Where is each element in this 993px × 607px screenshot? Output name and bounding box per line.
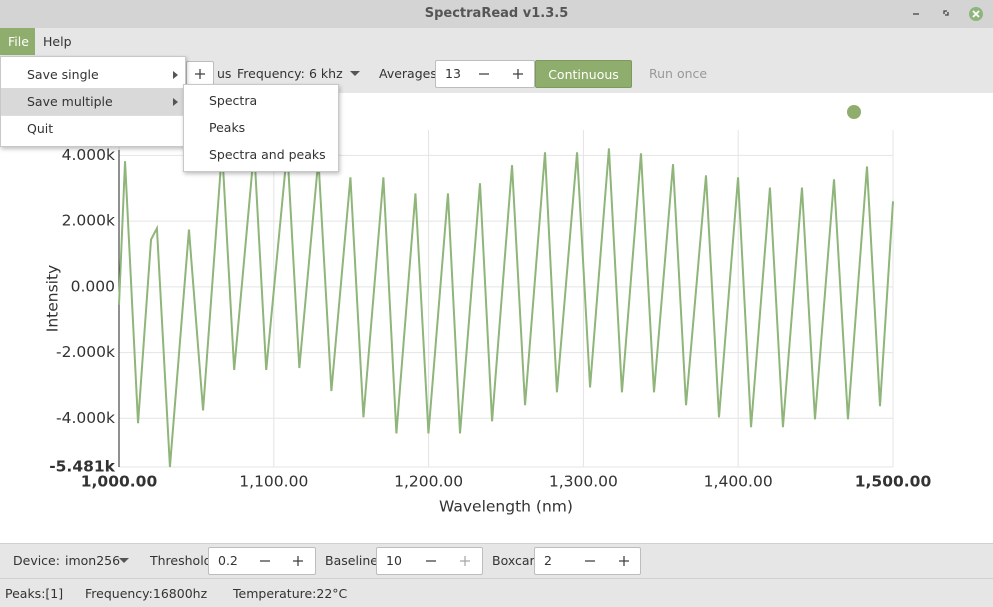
menu-help[interactable]: Help xyxy=(43,34,72,49)
window-title: SpectraRead v1.3.5 xyxy=(424,6,569,21)
spectrum-line xyxy=(118,148,894,468)
frequency-dropdown[interactable]: 6 khz xyxy=(309,66,343,81)
y-axis-title: Intensity xyxy=(44,265,62,332)
dropdown-arrow[interactable] xyxy=(349,68,361,80)
maximize-button[interactable] xyxy=(940,7,952,19)
minimize-button[interactable] xyxy=(910,7,922,19)
x-tick-label: 1,300.00 xyxy=(549,473,618,491)
baseline-spinbox[interactable]: 10 xyxy=(376,547,483,575)
increment-button[interactable] xyxy=(512,68,524,80)
y-tick-label: 0.000 xyxy=(71,277,115,295)
x-tick-label: 1,500.00 xyxy=(855,473,932,491)
submenu-arrow xyxy=(173,71,178,79)
save-multiple-submenu: Spectra Peaks Spectra and peaks xyxy=(183,84,339,172)
frequency-label: Frequency: xyxy=(237,66,305,81)
threshold-value[interactable]: 0.2 xyxy=(218,553,238,568)
y-tick-label: -4.000k xyxy=(56,409,115,427)
y-tick-label: -5.481k xyxy=(49,458,115,476)
averages-value[interactable]: 13 xyxy=(445,66,461,81)
close-button[interactable] xyxy=(967,5,985,23)
temperature-status: Temperature:22°C xyxy=(233,586,348,601)
x-tick-label: 1,000.00 xyxy=(81,473,158,491)
x-tick-label: 1,200.00 xyxy=(394,473,463,491)
exposure-unit: us xyxy=(217,66,232,81)
baseline-value[interactable]: 10 xyxy=(386,553,402,568)
menu-separator xyxy=(1,115,185,116)
menu-item[interactable]: Save single xyxy=(27,67,99,82)
menu-item[interactable]: Spectra and peaks xyxy=(209,147,326,162)
control-bar: Device: imon256 Threshold: 0.2 Baseline:… xyxy=(0,543,993,578)
x-tick-label: 1,100.00 xyxy=(239,473,308,491)
y-tick-label: -2.000k xyxy=(56,343,115,361)
file-menu: Save single Save multiple Quit xyxy=(0,56,186,147)
threshold-spinbox[interactable]: 0.2 xyxy=(208,547,316,575)
decrement-button[interactable] xyxy=(425,555,437,567)
decrement-button[interactable] xyxy=(478,68,490,80)
continuous-label[interactable]: Continuous xyxy=(548,67,619,82)
menu-file[interactable]: File xyxy=(8,34,29,49)
menu-item[interactable]: Quit xyxy=(27,121,54,136)
file-menu-highlight xyxy=(0,28,35,55)
device-label: Device: xyxy=(13,553,60,568)
boxcar-spinbox[interactable]: 2 xyxy=(534,547,641,575)
run-once-button[interactable]: Run once xyxy=(649,66,708,81)
status-indicator xyxy=(847,105,861,119)
y-tick-label: 4.000k xyxy=(62,146,115,164)
menu-item[interactable]: Save multiple xyxy=(27,94,113,109)
boxcar-value[interactable]: 2 xyxy=(544,553,552,568)
menu-item[interactable]: Spectra xyxy=(209,93,258,108)
threshold-label: Threshold: xyxy=(150,553,216,568)
menu-bar: File Help xyxy=(0,28,993,55)
chart-area xyxy=(0,93,993,543)
frequency-status: Frequency:16800hz xyxy=(85,586,208,601)
decrement-button[interactable] xyxy=(259,555,271,567)
peaks-status: Peaks:[1] xyxy=(5,586,64,601)
increment-button[interactable] xyxy=(459,555,471,567)
increment-button[interactable] xyxy=(618,555,630,567)
averages-spinbox[interactable]: 13 xyxy=(435,60,535,88)
x-axis-title: Wavelength (nm) xyxy=(439,498,573,516)
averages-label: Averages: xyxy=(379,66,442,81)
dropdown-arrow[interactable] xyxy=(118,555,130,567)
y-tick-label: 2.000k xyxy=(62,212,115,230)
status-bar: Peaks:[1] Frequency:16800hz Temperature:… xyxy=(0,578,993,607)
x-tick-label: 1,400.00 xyxy=(704,473,773,491)
menu-item-highlight xyxy=(1,88,185,115)
baseline-label: Baseline: xyxy=(325,553,383,568)
exposure-plus-button[interactable] xyxy=(186,61,214,87)
decrement-button[interactable] xyxy=(584,555,596,567)
title-bar: SpectraRead v1.3.5 xyxy=(0,0,993,28)
menu-item[interactable]: Peaks xyxy=(209,120,246,135)
boxcar-label: Boxcar: xyxy=(492,553,539,568)
increment-button[interactable] xyxy=(292,555,304,567)
device-dropdown[interactable]: imon256 xyxy=(65,553,121,568)
submenu-arrow xyxy=(173,98,178,106)
continuous-button[interactable]: Continuous xyxy=(535,60,632,88)
